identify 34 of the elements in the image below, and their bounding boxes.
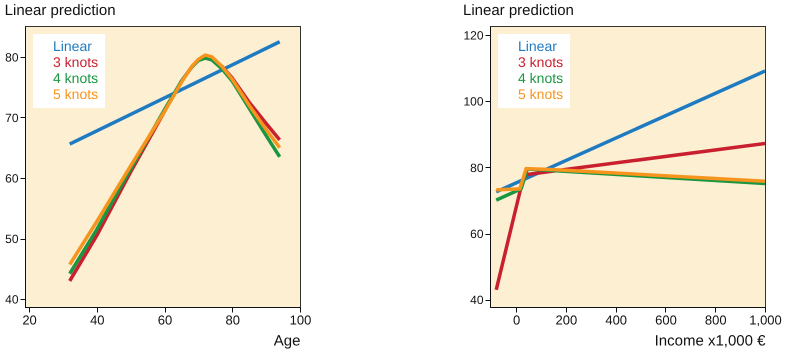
y-tick-label: 60 [5, 172, 19, 186]
x-tick-label: 200 [556, 312, 578, 328]
y-tick-label: 50 [5, 232, 19, 246]
x-tick-label: 20 [22, 312, 37, 328]
x-tick-label: 100 [290, 312, 312, 328]
x-tick-label: 40 [90, 312, 105, 328]
text: Linear [518, 38, 558, 54]
x-tick-label: 1,000 [749, 312, 782, 328]
y-tick-label: 80 [5, 50, 19, 64]
x-tick-label: 60 [158, 312, 172, 328]
x-tick-label: 600 [655, 312, 677, 328]
x-tick-label: 400 [605, 312, 628, 328]
y-tick-label: 70 [5, 110, 19, 125]
text: 3 knots [53, 54, 98, 70]
text: Linear [53, 38, 92, 54]
text: 5 knots [518, 86, 564, 102]
line-series [494, 166, 765, 192]
text: 4 knots [518, 70, 564, 86]
chart-title: Linear prediction [462, 2, 574, 19]
text: 5 knots [53, 86, 98, 102]
chart-title: Linear prediction [4, 2, 116, 19]
x-tick-label: 800 [704, 312, 727, 328]
y-tick-label: 40 [470, 293, 484, 308]
x-axis-title: Age [274, 332, 300, 349]
x-tick-label: 80 [226, 312, 240, 328]
y-tick-label: 100 [463, 94, 484, 109]
text: 4 knots [53, 70, 98, 86]
text: 3 knots [518, 54, 564, 70]
y-tick-label: 60 [470, 227, 484, 242]
y-tick-label: 80 [470, 160, 484, 175]
x-tick-label: 0 [513, 312, 520, 328]
y-tick-label: 120 [463, 28, 484, 42]
y-tick-label: 40 [5, 292, 19, 307]
x-axis-title: Income x1,000 € [654, 332, 766, 349]
